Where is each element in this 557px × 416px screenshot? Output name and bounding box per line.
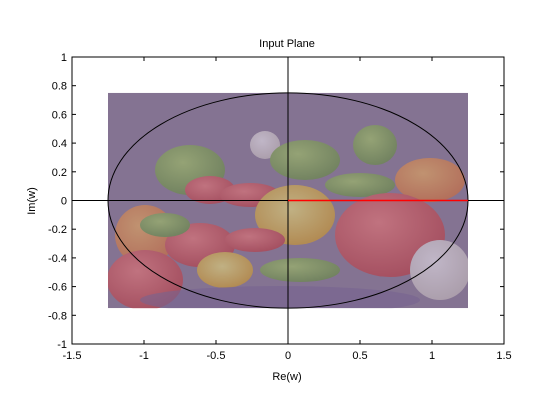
x-tick-label: 0.5 (352, 350, 367, 362)
y-tick-label: 0.6 (52, 109, 67, 121)
y-tick-label: 1 (61, 52, 67, 64)
y-tick-label: -0.2 (48, 224, 67, 236)
x-tick-label: 1.5 (496, 350, 511, 362)
y-tick-label: 0 (61, 196, 67, 208)
x-tick-label: -1.5 (63, 350, 82, 362)
y-tick-label: 0.8 (52, 81, 67, 93)
y-tick-label: 0.4 (52, 138, 67, 150)
y-axis-label: Im(w) (26, 187, 38, 215)
y-tick-label: -0.4 (48, 253, 67, 265)
x-tick-label: -0.5 (207, 350, 226, 362)
y-ticks: -1 -0.8 -0.6 -0.4 -0.2 0 0.2 0.4 0.6 0.8 1 (48, 52, 504, 351)
x-tick-label: 0 (285, 350, 291, 362)
chart-title: Input Plane (259, 38, 315, 50)
x-ticks: -1.5 -1 -0.5 0 0.5 1 1.5 (63, 57, 512, 362)
y-tick-label: -0.8 (48, 310, 67, 322)
y-tick-label: 0.2 (52, 167, 67, 179)
x-tick-label: 1 (429, 350, 435, 362)
y-tick-label: -0.6 (48, 282, 67, 294)
y-tick-label: -1 (57, 339, 67, 351)
x-axis-label: Re(w) (272, 371, 301, 383)
x-tick-label: -1 (139, 350, 149, 362)
